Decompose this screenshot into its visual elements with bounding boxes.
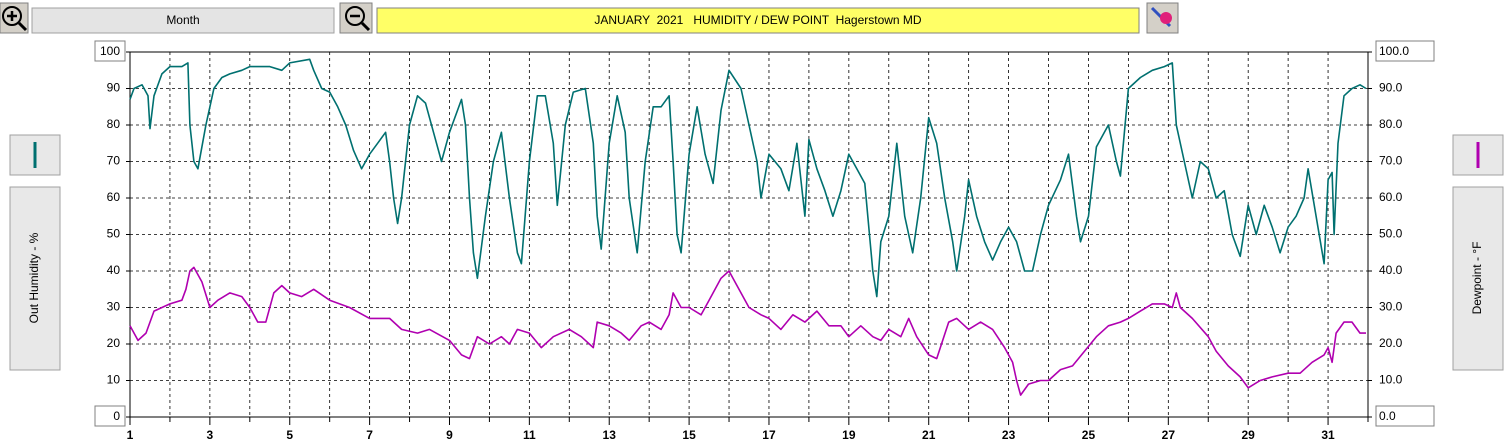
y2-tick-label: 80.0 [1379,117,1403,131]
title-bar [376,7,1140,34]
y2-tick-label: 0.0 [1379,409,1396,423]
x-tick-label: 31 [1321,428,1335,442]
y-axis-label: Out Humidity - % [27,232,41,323]
y2-tick-box [1375,40,1435,62]
y2-tick-label: 10.0 [1379,373,1403,387]
y-tick-label: 60 [107,190,121,204]
series-line [129,266,1366,396]
x-tick-label: 29 [1242,428,1256,442]
x-tick-label: 21 [922,428,936,442]
period-button-label[interactable]: Month [166,13,199,27]
y2-tick-label: 20.0 [1379,336,1403,350]
y-tick-box [94,40,126,62]
x-tick-label: 5 [286,428,293,442]
x-tick-label: 7 [366,428,373,442]
x-tick-label: 1 [127,428,134,442]
y2-tick-label: 40.0 [1379,263,1403,277]
y-tick-label: 0 [113,409,120,423]
x-tick-label: 19 [842,428,856,442]
zoom-handle[interactable] [17,21,28,32]
zoom-out-button[interactable] [339,2,373,34]
x-tick-label: 3 [207,428,214,442]
y-tick-label: 50 [107,227,121,241]
y2-tick-box [1375,405,1435,427]
chart-title: JANUARY 2021 HUMIDITY / DEW POINT Hagers… [594,13,922,27]
y2-tick-label: 30.0 [1379,300,1403,314]
zoom-handle[interactable] [360,21,371,32]
x-tick-label: 15 [682,428,696,442]
x-tick-label: 27 [1162,428,1176,442]
settings-button[interactable] [1146,2,1179,34]
y-tick-label: 20 [107,336,121,350]
y2-tick-label: 90.0 [1379,81,1403,95]
zoom-plus[interactable] [7,11,17,21]
x-tick-label: 25 [1082,428,1096,442]
y-tick-label: 100 [100,44,120,58]
y-tick-box [94,405,126,427]
y-tick-label: 80 [107,117,121,131]
y2-tick-label: 50.0 [1379,227,1403,241]
axis-label-button[interactable] [9,186,61,371]
y2-tick-label: 100.0 [1379,44,1409,58]
x-tick-label: 9 [446,428,453,442]
period-button[interactable] [31,7,335,34]
x-tick-label: 23 [1002,428,1016,442]
x-tick-label: 11 [523,428,536,442]
axis-label-button[interactable] [1452,186,1504,371]
plot: 1 3 5 7 9 11 13 15 17 19 21 23 25 27 29 310102030405060… [94,40,1435,442]
x-tick-label: 13 [603,428,617,442]
zoom-in-button[interactable] [0,2,29,34]
y2-tick-label: 60.0 [1379,190,1403,204]
series-line [129,58,1367,298]
y-tick-label: 10 [107,373,121,387]
y-tick-label: 40 [107,263,121,277]
y-tick-label: 30 [107,300,121,314]
icon-dot[interactable] [1160,12,1172,24]
y2-axis-label: Dewpoint - °F [1470,242,1484,315]
x-tick-label: 17 [762,428,776,442]
y-tick-label: 70 [107,154,121,168]
y2-tick-label: 70.0 [1379,154,1403,168]
y-tick-label: 90 [107,81,121,95]
